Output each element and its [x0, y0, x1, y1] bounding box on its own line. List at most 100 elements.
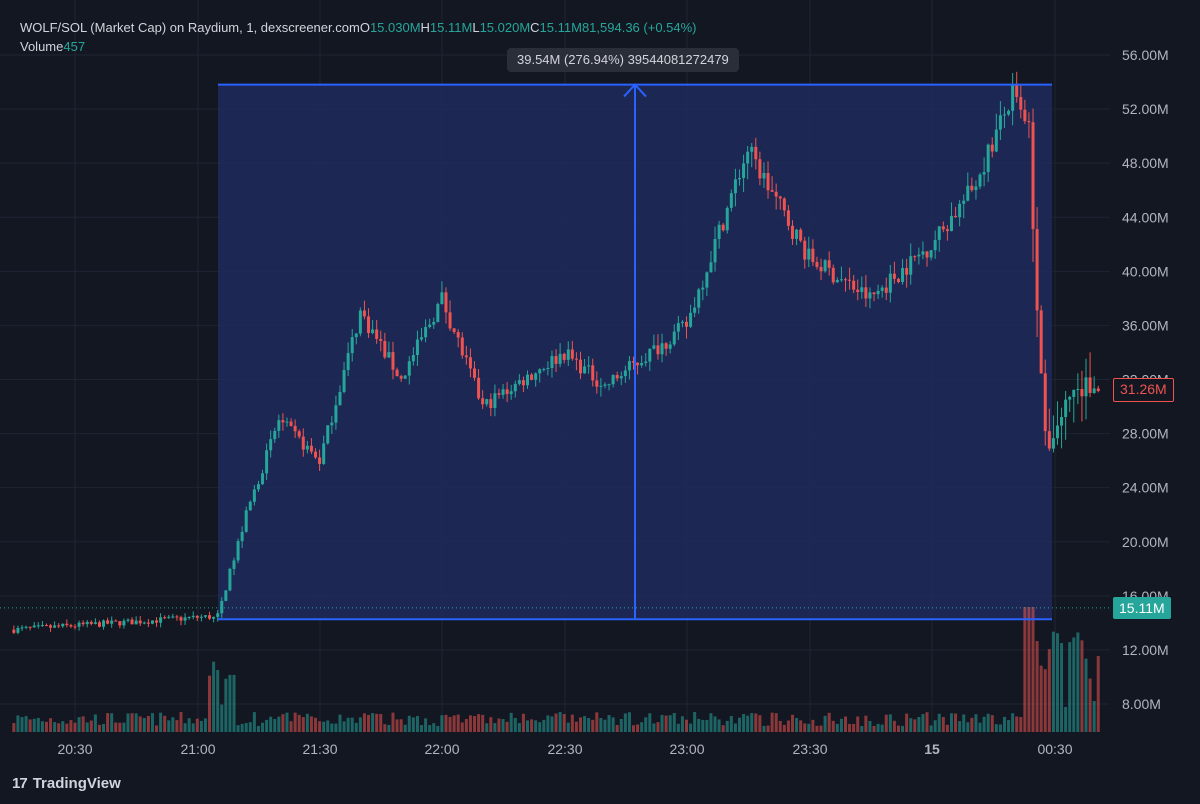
candle-body [921, 251, 925, 255]
volume-bar [538, 722, 542, 732]
candle-body [261, 473, 265, 485]
volume-bar [269, 716, 273, 732]
volume-bar [240, 723, 244, 732]
volume-label[interactable]: Volume [20, 39, 64, 54]
candle-body [216, 613, 220, 617]
candle-body [603, 384, 607, 386]
time-axis[interactable]: 20:30 21:00 21:30 22:00 22:30 23:00 23:30 15 00:… [57, 741, 1072, 757]
candle-body [367, 316, 371, 334]
candle-body [379, 338, 383, 341]
volume-bar [102, 723, 106, 732]
volume-bar [603, 719, 607, 732]
candle-body [415, 339, 419, 355]
current-price-tag: 15.11M [1113, 597, 1171, 619]
volume-bar [501, 719, 505, 732]
candle-body [187, 617, 191, 619]
candle-body [122, 620, 126, 626]
volume-bar [187, 718, 191, 732]
volume-bar [497, 718, 501, 732]
volume-bar [835, 723, 839, 732]
candle-body [44, 625, 48, 627]
volume-bar [1080, 640, 1084, 732]
volume-bar [159, 712, 163, 732]
volume-bar [1076, 632, 1080, 732]
price-axis-label: 36.00M [1122, 317, 1169, 333]
candle-body [998, 115, 1002, 130]
measure-arrow-icon [623, 83, 647, 98]
volume-bar [24, 716, 28, 732]
volume-bar [611, 717, 615, 732]
volume-bar [146, 716, 150, 732]
volume-bar [807, 723, 811, 732]
volume-bar [668, 715, 672, 732]
candle-body [994, 129, 998, 152]
volume-bar [733, 723, 737, 732]
volume-bar [872, 725, 876, 732]
volume-bar [852, 723, 856, 732]
candle-body [807, 248, 811, 260]
volume-bar [754, 713, 758, 732]
candle-body [790, 225, 794, 239]
candle-body [640, 363, 644, 366]
candle-body [1060, 416, 1064, 426]
volume-bar [599, 718, 603, 732]
candle-body [970, 185, 974, 191]
candle-body [285, 421, 289, 423]
volume-bar [281, 714, 285, 732]
volume-bar [925, 712, 929, 732]
volume-bar [273, 719, 277, 732]
volume-bar [40, 721, 44, 732]
candle-body [611, 375, 615, 385]
volume-bar [1047, 649, 1051, 732]
candle-body [827, 260, 831, 268]
candle-body [118, 621, 122, 626]
volume-bar [183, 723, 187, 732]
volume-bar [420, 725, 424, 732]
candle-body [509, 391, 513, 395]
candle-body [20, 627, 24, 629]
volume-bar [293, 712, 297, 732]
candle-body [676, 323, 680, 332]
volume-bar [448, 717, 452, 732]
volume-bar [1007, 720, 1011, 732]
candle-body [664, 343, 668, 349]
volume-bar [607, 715, 611, 732]
tradingview-brand[interactable]: 17 TradingView [12, 775, 121, 792]
candle-body [986, 144, 990, 173]
volume-bar [839, 718, 843, 732]
time-axis-label: 22:30 [547, 741, 582, 757]
price-axis[interactable]: 56.00M52.00M48.00M44.00M40.00M36.00M32.0… [1122, 47, 1169, 712]
volume-bar [1039, 665, 1043, 732]
volume-bar [632, 725, 636, 732]
volume-bar [1055, 633, 1059, 732]
volume-bar [1060, 643, 1064, 732]
candle-body [354, 333, 358, 338]
candle-body [815, 262, 819, 267]
candle-body [281, 420, 285, 423]
symbol-title[interactable]: WOLF/SOL (Market Cap) on Raydium, 1, dex… [20, 20, 360, 35]
volume-bar [623, 713, 627, 732]
candle-body [750, 146, 754, 152]
candle-body [656, 345, 660, 355]
volume-bar [958, 721, 962, 732]
volume-bar [550, 716, 554, 732]
candle-body [689, 312, 693, 327]
candle-body [831, 267, 835, 283]
open-value: 15.030M [369, 20, 421, 35]
candle-body [228, 568, 232, 591]
volume-bar [656, 722, 660, 732]
candle-body [729, 193, 733, 208]
candle-body [864, 287, 868, 299]
price-axis-label: 40.00M [1122, 263, 1169, 279]
candle-body [1023, 109, 1027, 122]
volume-bar [428, 725, 432, 732]
candle-body [24, 626, 28, 628]
candle-body [627, 361, 631, 371]
volume-bar [49, 718, 53, 732]
candle-body [819, 266, 823, 272]
volume-bar [689, 723, 693, 732]
candle-body [896, 278, 900, 283]
volume-bar [954, 713, 958, 732]
candle-body [485, 399, 489, 405]
